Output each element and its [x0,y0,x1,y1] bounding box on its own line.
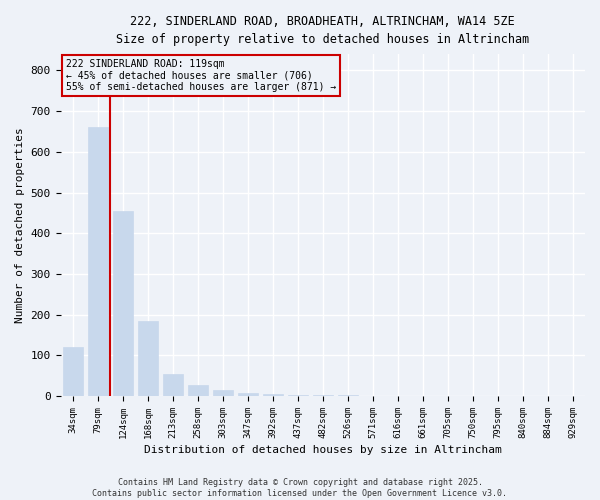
X-axis label: Distribution of detached houses by size in Altrincham: Distribution of detached houses by size … [144,445,502,455]
Text: Contains HM Land Registry data © Crown copyright and database right 2025.
Contai: Contains HM Land Registry data © Crown c… [92,478,508,498]
Bar [113,211,133,396]
Bar [288,395,308,396]
Y-axis label: Number of detached properties: Number of detached properties [15,127,25,323]
Bar [263,394,283,396]
Bar [213,390,233,396]
Bar [88,128,108,396]
Text: 222 SINDERLAND ROAD: 119sqm
← 45% of detached houses are smaller (706)
55% of se: 222 SINDERLAND ROAD: 119sqm ← 45% of det… [66,59,336,92]
Bar [63,347,83,396]
Bar [238,393,258,396]
Title: 222, SINDERLAND ROAD, BROADHEATH, ALTRINCHAM, WA14 5ZE
Size of property relative: 222, SINDERLAND ROAD, BROADHEATH, ALTRIN… [116,15,529,46]
Bar [163,374,183,396]
Bar [138,321,158,396]
Bar [188,384,208,396]
